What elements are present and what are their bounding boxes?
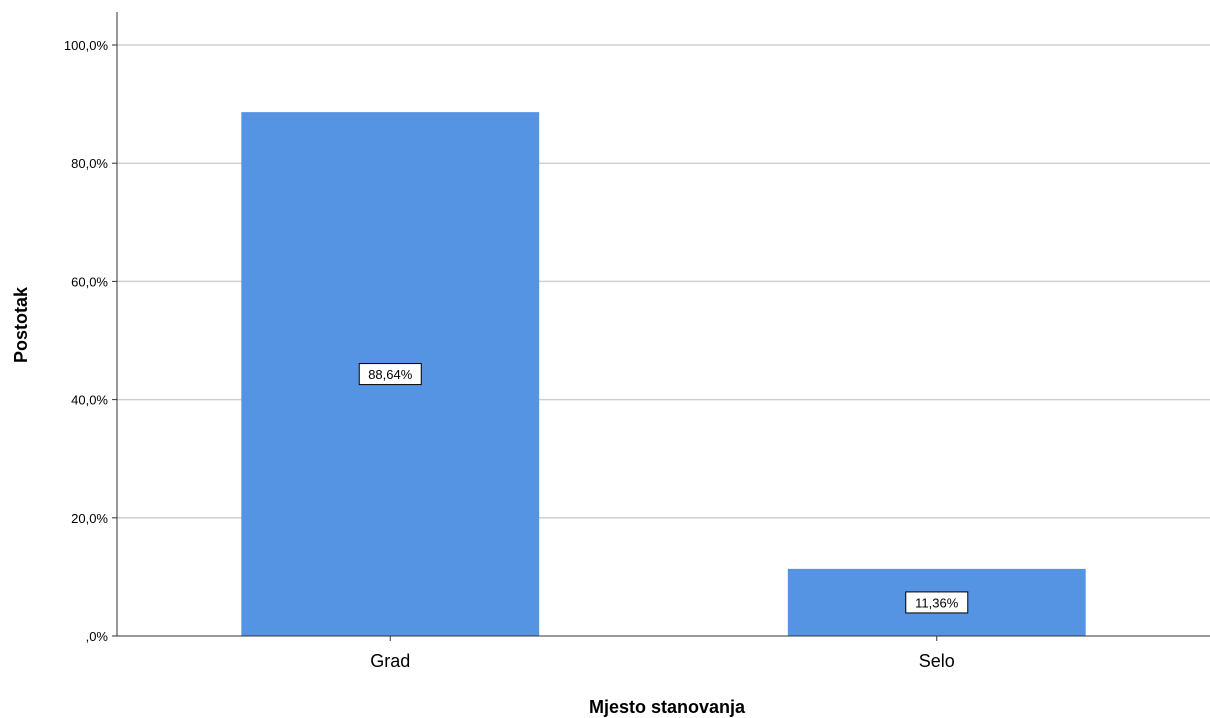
y-tick-label: 60,0%: [71, 274, 108, 289]
x-axis-title: Mjesto stanovanja: [589, 697, 746, 717]
y-tick-label: 40,0%: [71, 393, 108, 408]
data-label: 11,36%: [915, 595, 959, 610]
x-tick-label: Selo: [919, 651, 955, 671]
x-tick-labels: Grad Selo: [370, 636, 955, 671]
y-tick-labels: ,0% 20,0% 40,0% 60,0% 80,0% 100,0%: [64, 38, 117, 644]
data-labels: 88,64% 11,36%: [358, 363, 969, 614]
y-tick-label: 20,0%: [71, 511, 108, 526]
y-axis-title: Postotak: [11, 286, 31, 363]
data-label: 88,64%: [368, 367, 413, 382]
axes: [116, 12, 1210, 637]
y-tick-label: ,0%: [86, 629, 109, 644]
x-tick-label: Grad: [370, 651, 410, 671]
data-label-box: [905, 591, 969, 614]
data-label-box: [358, 363, 422, 386]
y-tick-label: 100,0%: [64, 38, 109, 53]
y-tick-label: 80,0%: [71, 156, 108, 171]
